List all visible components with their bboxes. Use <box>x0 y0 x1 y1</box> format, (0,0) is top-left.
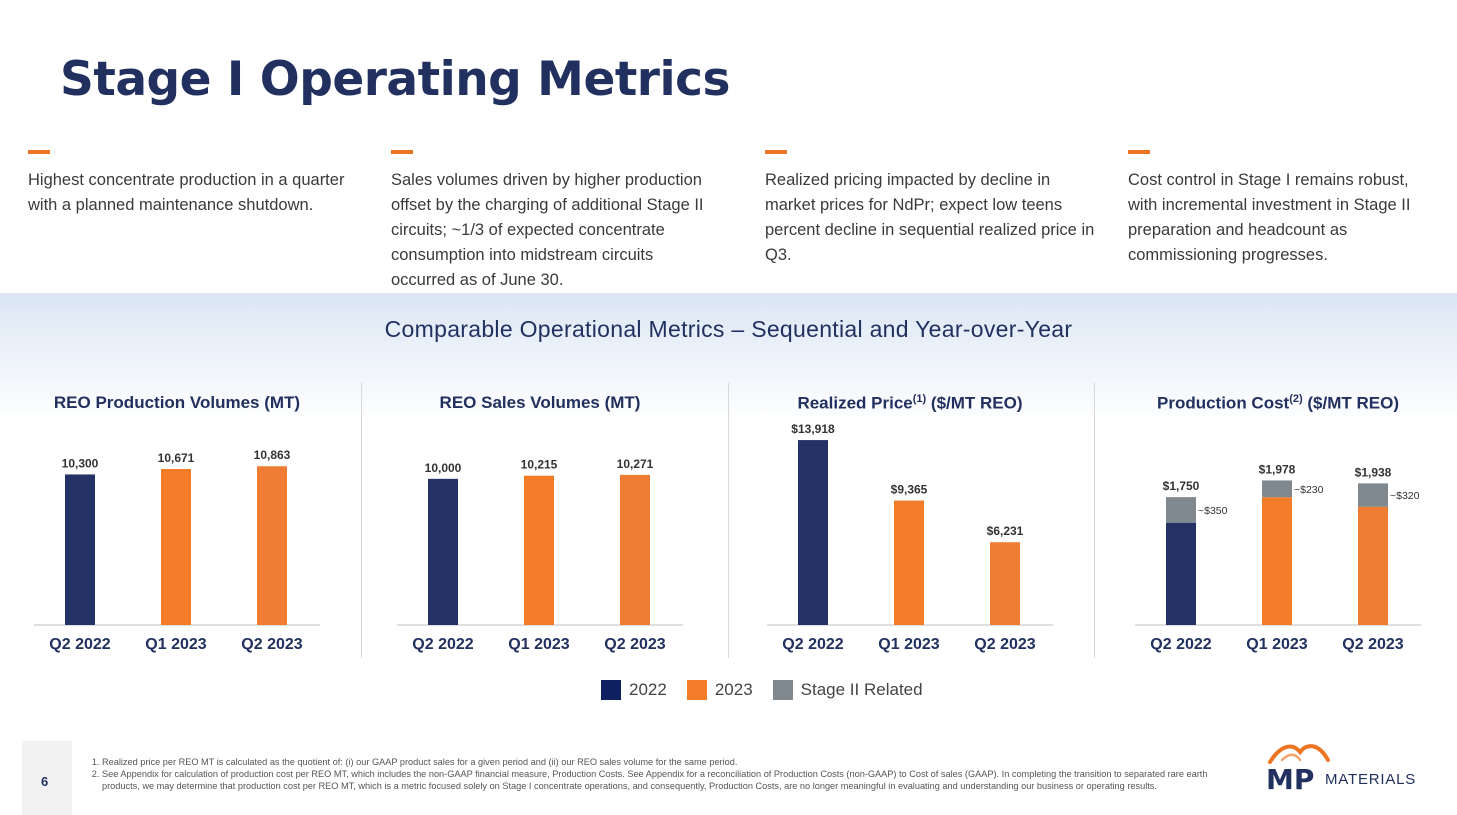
tick-label: Q2 2023 <box>974 636 1035 653</box>
bar <box>65 474 95 625</box>
tick-label: Q1 2023 <box>1246 636 1307 653</box>
metric-note-cost: Cost control in Stage I remains robust, … <box>1128 150 1438 268</box>
title-suffix: ($/MT REO) <box>1302 393 1399 413</box>
data-label: $6,231 <box>987 524 1024 538</box>
page-title: Stage I Operating Metrics <box>60 52 730 107</box>
footnote-2: See Appendix for calculation of producti… <box>102 768 1228 792</box>
metric-note-production: Highest concentrate production in a quar… <box>28 150 358 218</box>
bar <box>524 475 554 625</box>
logo-materials: MATERIALS <box>1325 771 1417 788</box>
footnotes: Realized price per REO MT is calculated … <box>88 756 1228 792</box>
realized-price-chart: $13,918 Q2 2022 $9,365 Q1 2023 $6,231 Q2 2023 <box>767 422 1053 653</box>
data-label: 10,000 <box>425 461 462 475</box>
data-label: 10,271 <box>617 457 654 471</box>
section-subtitle: Comparable Operational Metrics – Sequent… <box>384 316 1073 342</box>
divider <box>728 383 729 658</box>
chart-title-production: REO Production Volumes (MT) <box>53 393 301 412</box>
metric-note-sales: Sales volumes driven by higher productio… <box>391 150 721 293</box>
bar-stage2 <box>1166 497 1196 523</box>
tick-label: Q2 2022 <box>49 636 110 653</box>
footnote-ref: (2) <box>1289 393 1303 405</box>
footnote-ref: (1) <box>912 393 927 405</box>
stage2-label: ~$320 <box>1390 490 1420 502</box>
note-text: Cost control in Stage I remains robust, … <box>1128 171 1411 264</box>
note-text: Sales volumes driven by higher productio… <box>391 171 704 289</box>
sales-volume-chart: 10,000 Q2 2022 10,215 Q1 2023 10,271 Q2 2023 <box>397 457 683 653</box>
data-label: $13,918 <box>791 422 835 436</box>
legend: 2022 2023 Stage II Related <box>601 680 943 700</box>
legend-swatch <box>686 680 707 700</box>
chart-title-price: Realized Price(1) ($/MT REO) <box>730 393 1090 414</box>
legend-item-2023: 2023 <box>686 680 753 700</box>
bar-stage2 <box>1262 480 1292 498</box>
title-text: Production Cost <box>1156 393 1290 413</box>
chart-title-cost: Production Cost(2) ($/MT REO) <box>1098 393 1457 414</box>
stage2-label: ~$230 <box>1294 484 1324 496</box>
data-label: $1,978 <box>1259 462 1296 476</box>
footnote-1: Realized price per REO MT is calculated … <box>102 756 1228 768</box>
stage2-label: ~$350 <box>1198 505 1228 517</box>
tick-label: Q2 2023 <box>604 636 665 653</box>
bar <box>257 466 287 625</box>
note-text: Highest concentrate production in a quar… <box>28 171 345 214</box>
bar <box>1166 522 1196 625</box>
bar <box>161 469 191 625</box>
legend-label: 2022 <box>629 680 667 699</box>
tick-label: Q2 2023 <box>241 636 302 653</box>
divider <box>1094 383 1095 658</box>
legend-swatch <box>772 680 793 700</box>
metric-note-price: Realized pricing impacted by decline in … <box>765 150 1095 268</box>
page-number: 6 <box>41 774 49 789</box>
divider <box>361 383 362 658</box>
legend-label: Stage II Related <box>800 680 923 699</box>
bar <box>894 500 924 625</box>
title-text: Realized Price <box>797 393 913 413</box>
accent-dash <box>1128 150 1150 154</box>
logo-mp: MP <box>1266 763 1315 796</box>
tick-label: Q2 2022 <box>782 636 843 653</box>
tick-label: Q2 2022 <box>412 636 473 653</box>
data-label: 10,863 <box>254 448 291 462</box>
data-label: 10,300 <box>62 456 99 470</box>
data-label: 10,671 <box>158 451 195 465</box>
tick-label: Q1 2023 <box>878 636 939 653</box>
legend-item-stage2: Stage II Related <box>772 680 923 700</box>
data-label: 10,215 <box>521 458 558 472</box>
page-tab <box>22 741 72 815</box>
production-volume-chart: 10,300 Q2 2022 10,671 Q1 2023 10,863 Q2 2023 <box>34 448 320 653</box>
bar-stage2 <box>1358 483 1388 507</box>
bar <box>428 478 458 625</box>
tick-label: Q1 2023 <box>508 636 569 653</box>
note-text: Realized pricing impacted by decline in … <box>765 171 1095 264</box>
mp-materials-logo-icon <box>1268 744 1330 764</box>
accent-dash <box>765 150 787 154</box>
chart-title-sales: REO Sales Volumes (MT) <box>439 393 641 412</box>
bar <box>798 440 828 625</box>
tick-label: Q2 2022 <box>1150 636 1211 653</box>
bar <box>990 542 1020 625</box>
accent-dash <box>28 150 50 154</box>
legend-swatch <box>601 680 621 700</box>
tick-label: Q1 2023 <box>145 636 206 653</box>
data-label: $1,938 <box>1355 465 1392 479</box>
title-suffix: ($/MT REO) <box>926 393 1023 413</box>
data-label: $9,365 <box>891 483 928 497</box>
bar <box>1262 497 1292 625</box>
legend-item-2022: 2022 <box>601 680 667 700</box>
bar <box>620 474 650 625</box>
bar <box>1358 506 1388 625</box>
data-label: $1,750 <box>1163 479 1200 493</box>
legend-label: 2023 <box>714 680 753 699</box>
production-cost-chart: ~$350 $1,750 Q2 2022 ~$230 $1,978 Q1 2023 ~$32… <box>1135 462 1421 653</box>
tick-label: Q2 2023 <box>1342 636 1403 653</box>
accent-dash <box>391 150 413 154</box>
